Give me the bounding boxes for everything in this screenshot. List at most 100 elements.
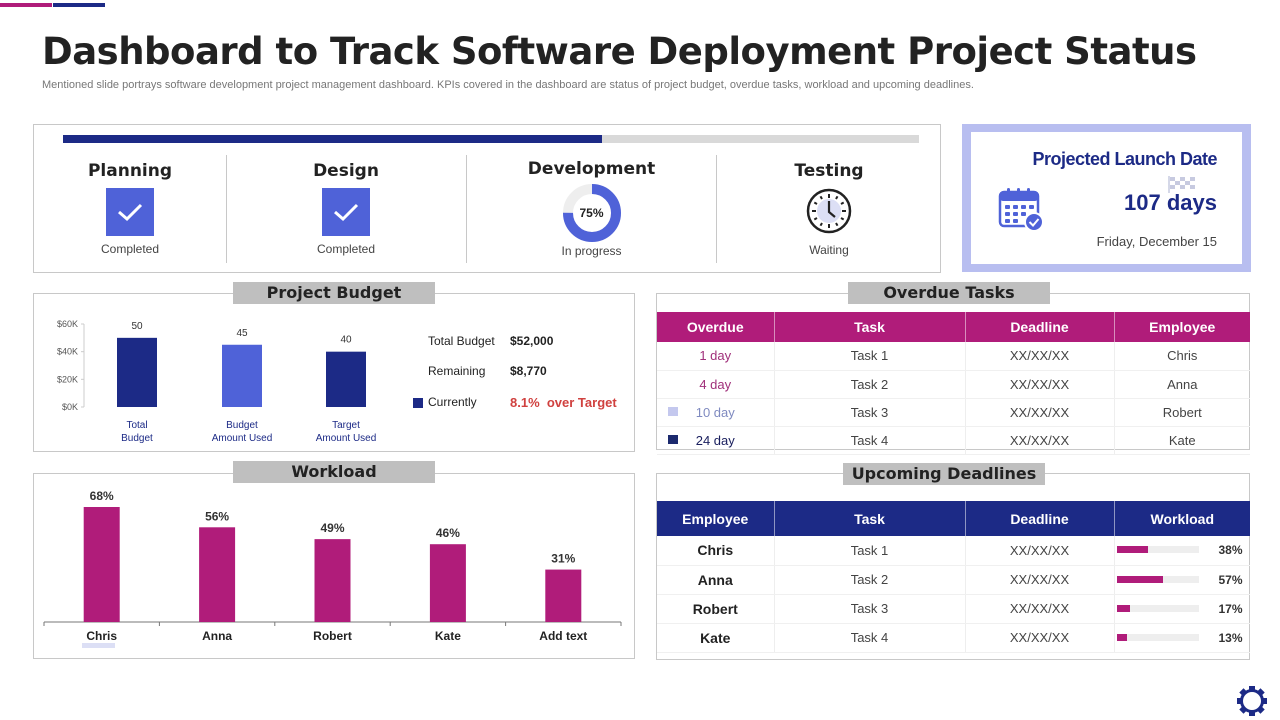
workload-bar (429, 544, 466, 622)
deadline-cell: XX/XX/XX (965, 565, 1115, 595)
task-cell: Task 4 (774, 623, 966, 653)
phase-title: Testing (794, 161, 864, 181)
project-budget-panel: $0K $20K $40K $60K 50 Total Budget 45 Budget Amou… (33, 293, 635, 452)
severity-marker (668, 406, 678, 416)
workload-bar-track (1116, 604, 1199, 612)
currently-label: Currently (428, 395, 477, 409)
workload-header: Workload (233, 461, 435, 483)
clock-icon (805, 187, 853, 235)
page-title: Dashboard to Track Software Deployment P… (42, 30, 1197, 73)
deadline-cell: XX/XX/XX (965, 398, 1115, 427)
bar-data-label: 40 (340, 335, 352, 346)
task-cell: Task 2 (774, 370, 966, 399)
workload-percent: 38% (1218, 543, 1243, 557)
x-category-label: Total (126, 420, 147, 431)
donut-progress: 75% (561, 182, 623, 244)
check-icon (106, 188, 154, 236)
upcoming-deadlines-panel: Employee Task Deadline Workload Chris Tas… (656, 473, 1250, 660)
phase-status: Completed (100, 242, 160, 256)
table-row: 1 day Task 1 XX/XX/XX Chris (657, 342, 1250, 371)
overall-progress-track (63, 135, 919, 143)
table-row: Chris Task 1 XX/XX/XX 38% (657, 536, 1250, 566)
column-header: Task (774, 501, 966, 536)
y-tick-label: $0K (62, 402, 78, 412)
launch-title: Projected Launch Date (1032, 149, 1217, 169)
table-row: Kate Task 4 XX/XX/XX 13% (657, 623, 1250, 653)
page-subtitle: Mentioned slide portrays software develo… (42, 79, 974, 91)
total-budget-label: Total Budget (428, 334, 495, 348)
accent-bar-pink (0, 3, 52, 7)
project-phases-panel: Planning Completed Design Completed Deve… (33, 124, 941, 273)
task-cell: Task 3 (774, 594, 966, 624)
workload-bar-fill (1116, 575, 1164, 583)
x-category-label: Chris (86, 629, 117, 643)
workload-bar-fill (1116, 633, 1128, 641)
overdue-cell: 10 day (657, 398, 775, 427)
x-category-label: Kate (435, 629, 461, 643)
phase-testing: Testing Waiting (717, 155, 941, 263)
column-header: Employee (657, 501, 775, 536)
workload-cell: 57% (1114, 565, 1250, 595)
check-icon (322, 188, 370, 236)
total-budget-value: $52,000 (510, 334, 554, 348)
overdue-cell: 24 day (657, 426, 775, 455)
workload-percent: 13% (1218, 630, 1243, 645)
y-tick-label: $60K (57, 319, 78, 329)
employee-cell: Chris (657, 536, 775, 566)
table-row: Anna Task 2 XX/XX/XX 57% (657, 565, 1250, 595)
table-row: 10 day Task 3 XX/XX/XX Robert (657, 398, 1250, 427)
deadline-cell: XX/XX/XX (965, 370, 1115, 399)
y-tick-label: $20K (57, 374, 78, 384)
overall-progress-fill (63, 135, 603, 143)
bar-data-label: 31% (551, 552, 575, 566)
overdue-cell: 4 day (657, 370, 775, 399)
overdue-tasks-table: Overdue Task Deadline Employee 1 day Task… (657, 312, 1250, 455)
workload-cell: 17% (1114, 594, 1250, 624)
column-header: Deadline (965, 312, 1115, 342)
bar-data-label: 68% (90, 489, 114, 503)
upcoming-deadlines-header: Upcoming Deadlines (843, 463, 1045, 485)
task-cell: Task 1 (774, 342, 966, 371)
x-category-label: Amount Used (316, 433, 377, 444)
overdue-days: 24 day (695, 432, 735, 448)
phase-title: Planning (87, 161, 173, 181)
table-row: 4 day Task 2 XX/XX/XX Anna (657, 370, 1250, 399)
employee-cell: Anna (1114, 370, 1250, 399)
phase-status: Waiting (809, 243, 849, 257)
budget-chart: $0K $20K $40K $60K 50 Total Budget 45 Budget Amou… (57, 319, 377, 444)
x-category-label: Budget (121, 433, 153, 444)
employee-cell: Chris (1114, 342, 1250, 371)
calendar-check-icon (997, 186, 1047, 239)
employee-cell: Robert (1114, 398, 1250, 427)
workload-bar-track (1116, 546, 1199, 553)
budget-bar (222, 344, 262, 407)
phase-status: In progress (561, 244, 622, 258)
checkered-flag-icon (1168, 175, 1198, 198)
launch-days-remaining: 107 days (1124, 190, 1217, 215)
phase-planning: Planning Completed (34, 155, 226, 263)
deadline-cell: XX/XX/XX (965, 536, 1115, 566)
column-header: Overdue (657, 312, 775, 342)
overdue-tasks-panel: Overdue Task Deadline Employee 1 day Task… (656, 293, 1250, 455)
x-category-label: Add text (539, 629, 587, 643)
workload-bar-fill (1116, 604, 1131, 612)
column-header: Task (774, 312, 966, 342)
workload-cell: 13% (1114, 623, 1250, 653)
bar-data-label: 49% (320, 521, 344, 535)
phase-divider (226, 155, 227, 263)
table-row: Robert Task 3 XX/XX/XX 17% (657, 594, 1250, 624)
column-header: Workload (1114, 501, 1250, 536)
x-category-label: Budget (226, 420, 258, 431)
remaining-label: Remaining (428, 364, 486, 378)
budget-bar (117, 337, 157, 407)
overdue-days: 1 day (699, 348, 732, 364)
column-header: Deadline (965, 501, 1115, 536)
task-cell: Task 2 (774, 565, 966, 595)
workload-bar (199, 527, 236, 622)
workload-bar-track (1116, 575, 1199, 583)
deadline-cell: XX/XX/XX (965, 342, 1115, 371)
overdue-days: 10 day (695, 404, 735, 420)
phase-development: Development 75% In progress (467, 155, 716, 263)
x-category-label: Amount Used (212, 433, 273, 444)
phase-status: Completed (316, 242, 376, 256)
